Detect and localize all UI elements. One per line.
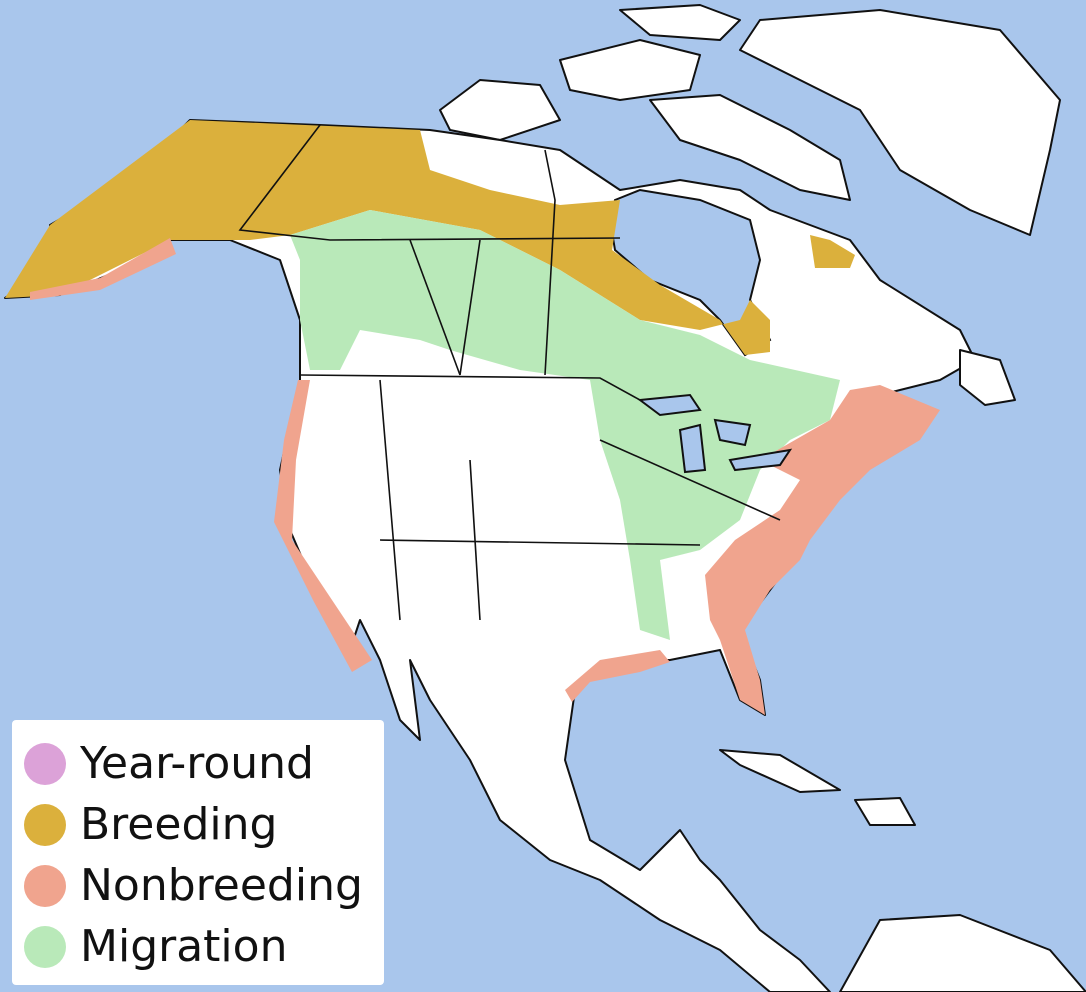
legend-swatch	[24, 926, 66, 968]
legend-swatch	[24, 804, 66, 846]
lakes	[637, 393, 793, 474]
legend-label: Nonbreeding	[80, 860, 363, 911]
migration-range	[290, 210, 840, 640]
newfoundland	[959, 349, 1016, 406]
legend-label: Migration	[80, 921, 287, 972]
lake	[713, 418, 752, 447]
arctic-island	[649, 94, 851, 201]
nonbreeding-range	[274, 380, 372, 672]
hispaniola	[854, 797, 916, 826]
range-areas	[5, 120, 940, 715]
arctic-island	[439, 79, 561, 141]
lake	[678, 423, 707, 474]
legend-swatch	[24, 743, 66, 785]
greenland	[739, 9, 1061, 236]
breeding-range	[5, 120, 770, 355]
breeding-range	[810, 235, 855, 268]
nonbreeding-range	[705, 385, 940, 715]
lake	[728, 448, 793, 472]
legend-label: Breeding	[80, 799, 277, 850]
legend-box	[12, 720, 384, 985]
landmasses	[4, 4, 1086, 992]
lake	[637, 393, 702, 417]
legend-swatch	[24, 865, 66, 907]
nonbreeding-range	[30, 238, 176, 300]
legend-label: Year-round	[79, 738, 314, 789]
cuba	[719, 749, 841, 793]
arctic-island	[559, 39, 701, 101]
arctic-island	[619, 4, 741, 41]
legend: Year-round Breeding Nonbreeding Migration	[12, 720, 384, 985]
borders	[238, 124, 781, 621]
south-america	[839, 914, 1086, 992]
nonbreeding-range	[565, 650, 670, 702]
